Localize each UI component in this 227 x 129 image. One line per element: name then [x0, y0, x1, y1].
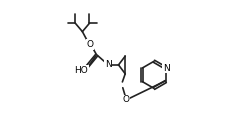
Text: N: N — [104, 60, 111, 69]
Text: HO: HO — [74, 66, 88, 75]
Text: N: N — [162, 64, 169, 72]
Text: O: O — [86, 40, 93, 49]
Text: O: O — [122, 95, 129, 104]
